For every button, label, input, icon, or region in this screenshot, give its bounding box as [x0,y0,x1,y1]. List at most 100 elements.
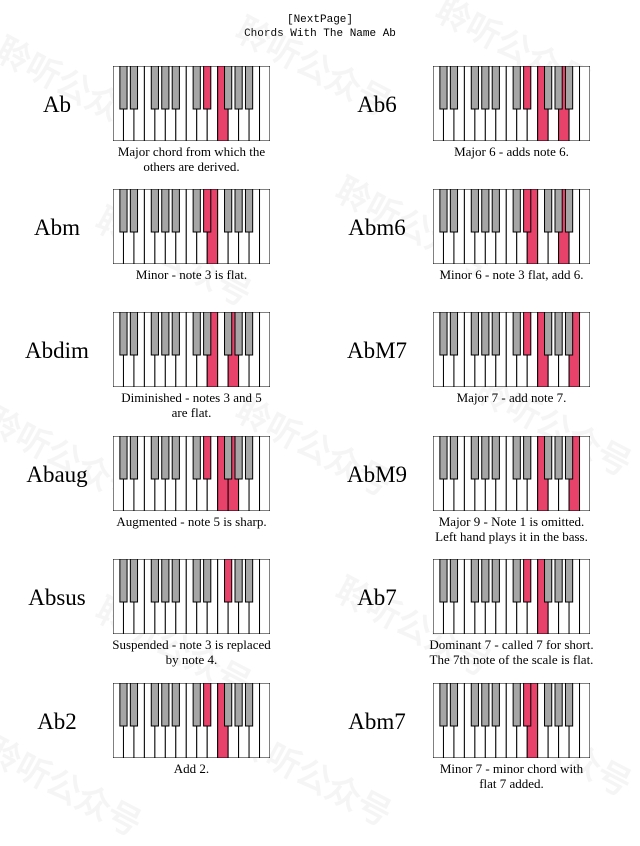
black-key [161,436,170,480]
black-key [234,559,243,603]
chord-name: Abdim [25,338,89,363]
piano-keyboard-diagram [433,436,590,511]
black-key [171,66,180,110]
chord-name: Abm [34,215,80,240]
black-key [491,312,500,356]
black-key [192,436,201,480]
piano-keyboard-diagram [113,66,270,141]
black-key [171,683,180,727]
black-key [544,66,553,110]
black-key [481,189,490,233]
black-key [129,683,139,727]
black-key [203,312,212,356]
black-key [150,436,159,480]
chord-card: Ab2 Add 2. [0,683,320,807]
black-key [150,683,159,727]
black-key [470,66,479,110]
chord-description: Minor 7 - minor chord with flat 7 added. [390,761,633,791]
chord-description: Major chord from which the others are der… [70,144,313,174]
chord-description: Suspended - note 3 is replaced by note 4. [70,637,313,667]
black-key [192,312,201,356]
piano-keyboard-diagram [113,436,270,511]
black-key [449,559,459,603]
piano-keyboard-diagram [433,683,590,758]
black-key [470,312,479,356]
black-key [564,312,574,356]
black-key [203,559,212,603]
white-key [579,559,590,634]
chord-name: AbM7 [346,338,408,363]
chord-description-line: Diminished - notes 3 and 5 [121,390,262,405]
chord-description: Minor 6 - note 3 flat, add 6. [390,267,633,282]
black-key-highlighted [523,189,532,233]
black-key [439,66,448,110]
black-key [512,683,521,727]
chord-description: Augmented - note 5 is sharp. [70,514,313,529]
chord-name: AbM9 [346,462,408,487]
chord-card: Abm Minor - note 3 is flat. [0,189,320,313]
black-key [439,436,448,480]
black-key [119,189,128,233]
black-key [161,683,170,727]
chord-description: Major 7 - add note 7. [390,390,633,405]
black-key [244,436,254,480]
next-page-link[interactable]: [NextPage] [286,14,353,26]
black-key [161,559,170,603]
black-key [491,683,500,727]
chord-description-line: others are derived. [143,159,240,174]
black-key-highlighted [523,559,532,603]
black-key [544,189,553,233]
chord-description: Major 9 - Note 1 is omitted. Left hand pl… [390,514,633,544]
black-key [554,189,563,233]
black-key [564,436,574,480]
white-key [259,189,270,264]
chord-card: Abm6 Minor 6 - note 3 flat, add 6. [320,189,640,313]
black-key [564,683,574,727]
chord-card: Ab6 Major 6 - adds note 6. [320,66,640,190]
chord-description: Add 2. [70,761,313,776]
piano-keyboard-diagram [113,683,270,758]
chord-card: Abaug Augmented - note 5 is sharp. [0,436,320,560]
black-key [544,559,553,603]
black-key [439,683,448,727]
white-key [579,189,590,264]
black-key-highlighted [203,683,212,727]
chord-description-line: by note 4. [165,652,218,667]
chord-description-line: The 7th note of the scale is flat. [429,652,594,667]
chord-description-line: Add 2. [173,761,210,776]
piano-keyboard-diagram [433,312,590,387]
black-key [192,66,201,110]
black-key [150,189,159,233]
next-page-row: [NextPage] [0,14,640,27]
black-key [192,683,201,727]
chord-description-line: Minor 7 - minor chord with [439,761,584,776]
black-key [119,312,128,356]
black-key [491,66,500,110]
black-key [244,66,254,110]
piano-keyboard-diagram [113,189,270,264]
black-key [491,189,500,233]
black-key [171,436,180,480]
black-key [564,559,574,603]
white-key [259,436,270,511]
black-key [512,189,521,233]
black-key [234,683,243,727]
black-key [129,189,139,233]
black-key [544,436,553,480]
black-key [554,559,563,603]
piano-keyboard-diagram [433,66,590,141]
chord-name: Ab2 [37,709,77,734]
black-key-highlighted [523,312,532,356]
black-key [439,189,448,233]
black-key [119,436,128,480]
black-key [564,66,574,110]
black-key-highlighted [523,66,532,110]
chord-description-line: Minor - note 3 is flat. [135,267,248,282]
chord-description: Dominant 7 - called 7 for short. The 7th … [390,637,633,667]
black-key [129,66,139,110]
black-key [129,312,139,356]
black-key [129,559,139,603]
chord-name: Ab6 [357,92,397,117]
black-key [544,683,553,727]
black-key [234,436,243,480]
